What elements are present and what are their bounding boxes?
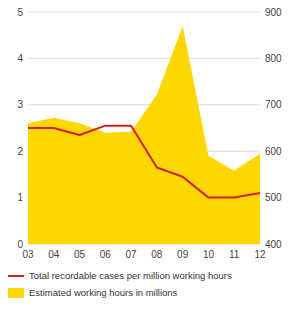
x-tick-label: 06 <box>100 249 112 260</box>
y-tick-label: 4 <box>17 53 23 64</box>
x-tick-label: 07 <box>126 249 138 260</box>
y2-tick-label: 700 <box>265 99 282 110</box>
y-tick-label: 3 <box>17 99 23 110</box>
y2-tick-label: 600 <box>265 146 282 157</box>
legend-label: Estimated working hours in millions <box>29 287 178 298</box>
x-tick-label: 04 <box>48 249 60 260</box>
grid-line <box>28 12 260 13</box>
x-tick-label: 03 <box>22 249 34 260</box>
x-tick-label: 11 <box>229 249 240 260</box>
x-tick-label: 09 <box>177 249 189 260</box>
legend-swatch <box>8 275 24 277</box>
x-tick-label: 10 <box>203 249 215 260</box>
grid <box>28 12 260 244</box>
chart: 0123454005006007008009000304050607080910… <box>0 0 290 316</box>
y2-tick-label: 900 <box>265 7 282 18</box>
area <box>28 26 260 244</box>
plot-area <box>28 26 260 244</box>
y2-tick-label: 400 <box>265 239 282 250</box>
y2-tick-label: 500 <box>265 192 282 203</box>
x-tick-label: 12 <box>254 249 266 260</box>
y-tick-label: 2 <box>17 146 23 157</box>
x-tick-label: 05 <box>74 249 86 260</box>
grid-line <box>28 104 260 105</box>
x-tick-label: 08 <box>151 249 163 260</box>
y-tick-label: 5 <box>17 7 23 18</box>
grid-line <box>28 58 260 59</box>
legend-label: Total recordable cases per million worki… <box>29 270 232 281</box>
y-tick-label: 0 <box>17 239 23 250</box>
legend-swatch <box>8 288 24 298</box>
line <box>28 126 260 198</box>
y-tick-label: 1 <box>17 192 23 203</box>
y2-tick-label: 800 <box>265 53 282 64</box>
legend: Total recordable cases per million worki… <box>8 270 232 298</box>
